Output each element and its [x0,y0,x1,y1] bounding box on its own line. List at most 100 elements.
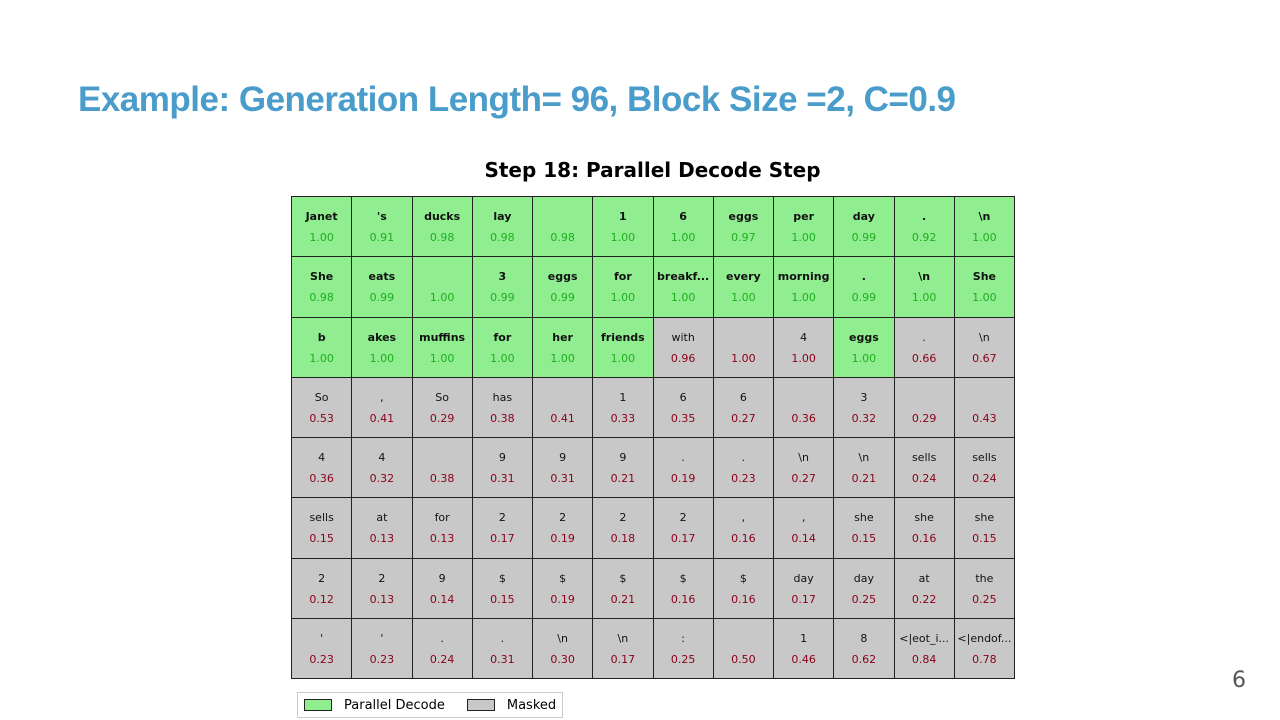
token-text: for [613,270,632,284]
token-cell: per 1.00 [773,196,835,258]
token-probability: 0.25 [670,652,696,666]
token-cell: 9 0.14 [411,557,473,619]
token-cell: 1 1.00 [592,196,654,258]
token-probability: 1.00 [731,291,756,305]
token-probability: 0.27 [731,411,756,425]
token-cell: . 0.24 [411,617,473,679]
token-text: eats [368,270,396,284]
token-probability: 0.18 [610,532,636,546]
token-probability: 0.17 [490,532,515,546]
token-probability: 0.97 [731,231,756,244]
token-probability: 0.46 [791,652,816,666]
token-text: sells [309,511,334,525]
token-cell: sells 0.15 [291,497,353,559]
token-probability: 1.00 [791,351,816,365]
token-cell: $0.21 [592,557,654,619]
token-probability: 0.35 [670,411,696,425]
token-cell: 9 0.31 [532,437,594,499]
token-probability: 0.31 [550,472,575,485]
token-probability: 0.27 [791,472,816,485]
token-cell: day 0.25 [833,557,895,619]
token-text: 8 [860,631,868,645]
token-probability: 0.38 [490,411,515,425]
token-probability: 1.00 [972,291,997,305]
token-probability: 0.67 [972,351,997,365]
token-probability: 0.15 [490,592,515,606]
token-cell: 0.43 [953,376,1015,438]
token-text: So [314,390,329,404]
token-probability: 1.00 [851,351,877,365]
token-probability: 1.00 [550,351,575,365]
token-text: 1 [800,631,808,645]
token-cell: <|eot_i... 0.84 [893,617,955,679]
token-text: 2 [619,511,627,525]
token-probability: 0.19 [550,592,575,606]
token-cell: \n 0.21 [833,437,895,499]
token-text: 4 [378,451,386,464]
token-probability: 0.15 [972,532,997,546]
token-probability: 0.23 [369,652,395,666]
token-text: eggs [728,210,759,223]
token-cell: . 0.99 [833,256,895,318]
token-probability: 0.33 [610,411,636,425]
token-probability: 0.19 [550,532,575,546]
token-cell: , 0.16 [712,497,774,559]
token-cell: 9 0.31 [471,437,533,499]
token-cell: 6 0.35 [652,376,714,438]
token-cell: 6 1.00 [652,196,714,258]
token-probability: 0.36 [309,472,334,485]
token-probability: 0.36 [791,411,816,425]
token-cell: . 0.19 [652,437,714,499]
token-text: at [918,571,930,585]
token-probability: 0.30 [550,652,575,666]
token-text: She [310,270,334,284]
token-probability: 0.24 [429,652,455,666]
token-probability: 0.15 [851,532,877,546]
token-probability: 0.13 [369,532,395,546]
token-cell: her 1.00 [532,316,594,378]
token-text: 6 [739,390,747,404]
token-probability: 0.24 [911,472,937,485]
token-text: day [793,571,814,585]
token-text: ' [380,631,384,645]
token-text: ducks [424,210,461,223]
token-text: . [741,451,746,464]
token-probability: 0.15 [309,532,334,546]
token-text: 9 [498,451,506,464]
token-cell: 8 0.62 [833,617,895,679]
token-probability: 0.91 [369,231,395,244]
token-text: 2 [318,571,326,585]
legend: Parallel Decode Masked [297,692,564,718]
token-text: sells [911,451,937,464]
token-text: akes [367,330,397,344]
token-text: <|endof... [957,631,1012,645]
token-probability: 0.99 [851,291,877,305]
token-probability: 0.13 [369,592,395,606]
token-text: 4 [318,451,326,464]
token-text [533,210,592,223]
token-cell: 4 1.00 [773,316,835,378]
token-cell: 3 0.32 [833,376,895,438]
token-cell: 's 0.91 [351,196,413,258]
token-text: per [793,210,814,223]
token-cell: $0.19 [532,557,594,619]
token-text: <|eot_i... [899,631,950,645]
token-probability: 1.00 [610,231,636,244]
token-cell: 0.29 [893,376,955,438]
token-probability: 1.00 [309,231,334,244]
token-grid: Janet 1.00's 0.91 ducks 0.98 lay 0.98 0.98 1 1.0… [291,196,1015,679]
token-probability: 1.00 [670,231,696,244]
token-text: 2 [679,511,687,525]
token-probability: 0.16 [731,532,756,546]
token-cell: for 1.00 [592,256,654,318]
token-text: 9 [438,571,446,585]
token-cell: sells 0.24 [893,437,955,499]
token-probability: 0.21 [610,472,636,485]
token-cell: Janet 1.00 [291,196,353,258]
token-cell: every 1.00 [712,256,774,318]
token-probability: 0.43 [972,411,997,425]
token-cell: eggs 0.99 [532,256,594,318]
token-probability: 0.19 [670,472,696,485]
token-cell: <|endof... 0.78 [953,617,1015,679]
